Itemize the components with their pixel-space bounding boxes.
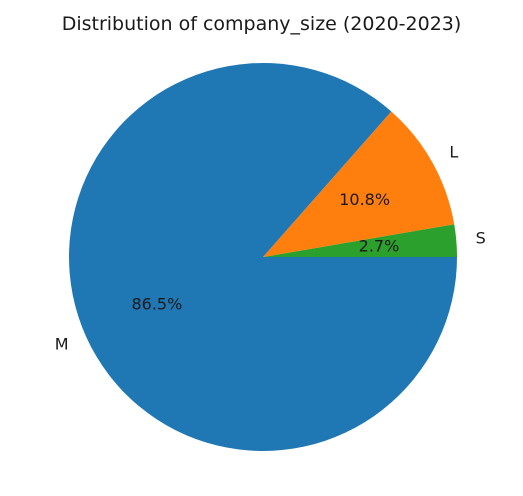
percent-label-l: 10.8%	[339, 190, 390, 209]
category-label-l: L	[449, 143, 458, 162]
category-label-m: M	[55, 334, 69, 353]
category-label-s: S	[476, 228, 486, 247]
percent-label-m: 86.5%	[131, 294, 182, 313]
percent-label-s: 2.7%	[359, 237, 400, 256]
pie-slices	[69, 63, 457, 451]
